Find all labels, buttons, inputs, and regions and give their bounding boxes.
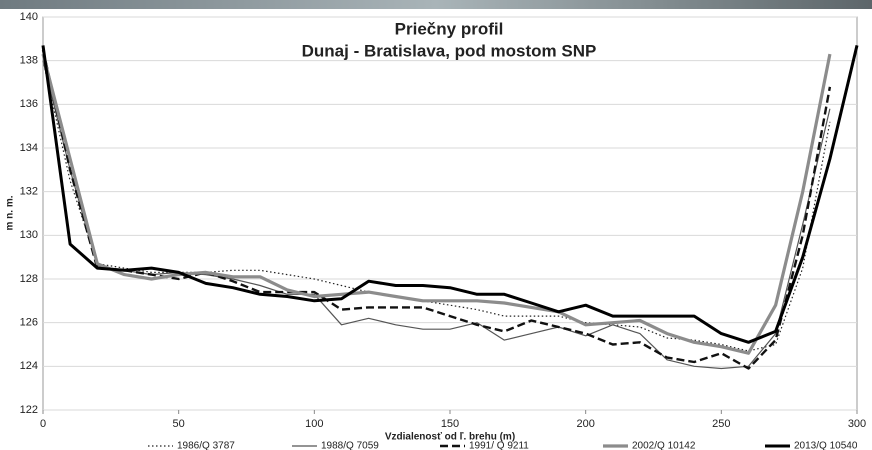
chart-title: Priečny profil [395,19,504,38]
y-tick-label: 128 [20,273,38,285]
legend-label: 2002/Q 10142 [632,441,696,450]
legend-label: 1991/ Q 9211 [469,441,529,450]
legend-label: 1986/Q 3787 [177,441,235,450]
x-tick-label: 100 [305,418,323,430]
y-tick-label: 122 [20,404,38,416]
chart-subtitle: Dunaj - Bratislava, pod mostom SNP [302,41,597,60]
x-tick-label: 50 [173,418,185,430]
x-tick-label: 250 [712,418,730,430]
x-tick-label: 150 [441,418,459,430]
x-tick-label: 300 [848,418,866,430]
series-line [42,60,831,352]
y-axis-label: m n. m. [5,195,16,230]
legend-label: 2013/Q 10540 [794,441,858,450]
y-tick-label: 136 [20,98,38,110]
y-tick-label: 134 [20,142,38,154]
y-tick-label: 130 [20,229,38,241]
photo-strip [0,0,872,9]
series-line [41,45,859,344]
x-tick-label: 200 [576,418,594,430]
legend-label: 1988/Q 7059 [321,441,379,450]
series-line [41,49,832,370]
series-line [41,53,832,355]
y-tick-label: 138 [20,55,38,67]
y-tick-label: 132 [20,186,38,198]
y-tick-label: 126 [20,317,38,329]
y-tick-label: 140 [20,11,38,23]
x-axis-label: Vzdialenosť od ľ. brehu (m) [385,432,515,443]
x-tick-label: 0 [40,418,46,430]
y-tick-label: 124 [20,360,38,372]
